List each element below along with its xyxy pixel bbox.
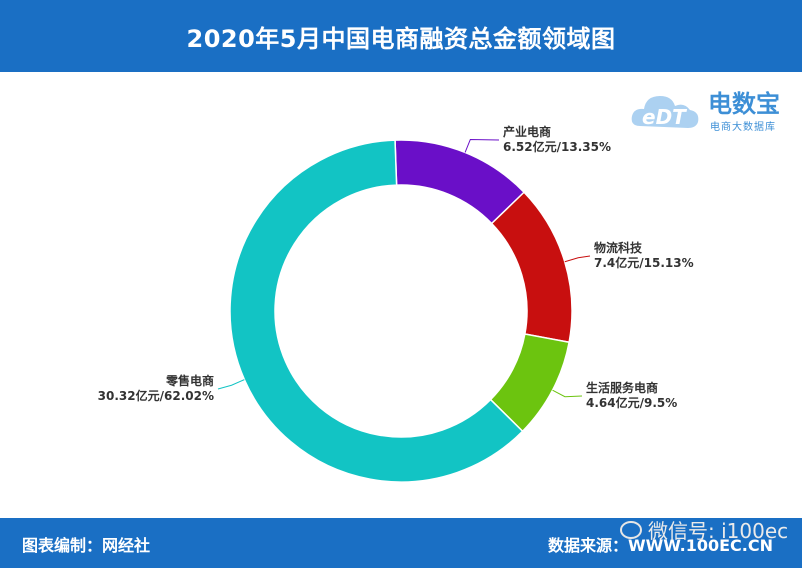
title-bar: 2020年5月中国电商融资总金额领域图 [0, 0, 802, 72]
donut-slice-2 [490, 191, 573, 344]
leader-line-4 [217, 379, 245, 390]
leader-line-2 [564, 255, 591, 263]
watermark-text: 微信号: i100ec [648, 519, 789, 543]
slice-label-name-3: 生活服务电商 [586, 380, 658, 395]
slice-label-name-2: 物流科技 [594, 240, 643, 255]
cloud-logo-icon: eDT [631, 96, 699, 129]
donut-slice-4 [229, 139, 524, 483]
leader-line-3 [552, 389, 583, 398]
wechat-icon [620, 520, 642, 539]
logo-subtitle: 电商大数据库 [710, 122, 776, 133]
page-title: 2020年5月中国电商融资总金额领域图 [186, 24, 616, 53]
slice-label-value-3: 4.64亿元/9.5% [586, 395, 677, 410]
leader-line-1 [464, 138, 500, 153]
slice-label-name-1: 产业电商 [503, 124, 551, 139]
footer-credit: 图表编制：网经社 [22, 536, 151, 555]
slice-label-value-4: 30.32亿元/62.02% [98, 388, 214, 403]
slice-label-value-2: 7.4亿元/15.13% [594, 255, 694, 270]
logo-brand: 电数宝 [708, 90, 780, 118]
footer-bar: 图表编制：网经社 数据来源：WWW.100EC.CN [0, 518, 802, 568]
watermark: 微信号: i100ec [620, 515, 788, 544]
footer-source: 数据来源：WWW.100EC.CN [548, 536, 774, 555]
logo: eDT 电数宝 电商大数据库 [628, 78, 798, 138]
slice-label-name-4: 零售电商 [165, 373, 214, 388]
logo-mark: eDT [642, 105, 687, 129]
slice-label-value-1: 6.52亿元/13.35% [503, 139, 611, 154]
